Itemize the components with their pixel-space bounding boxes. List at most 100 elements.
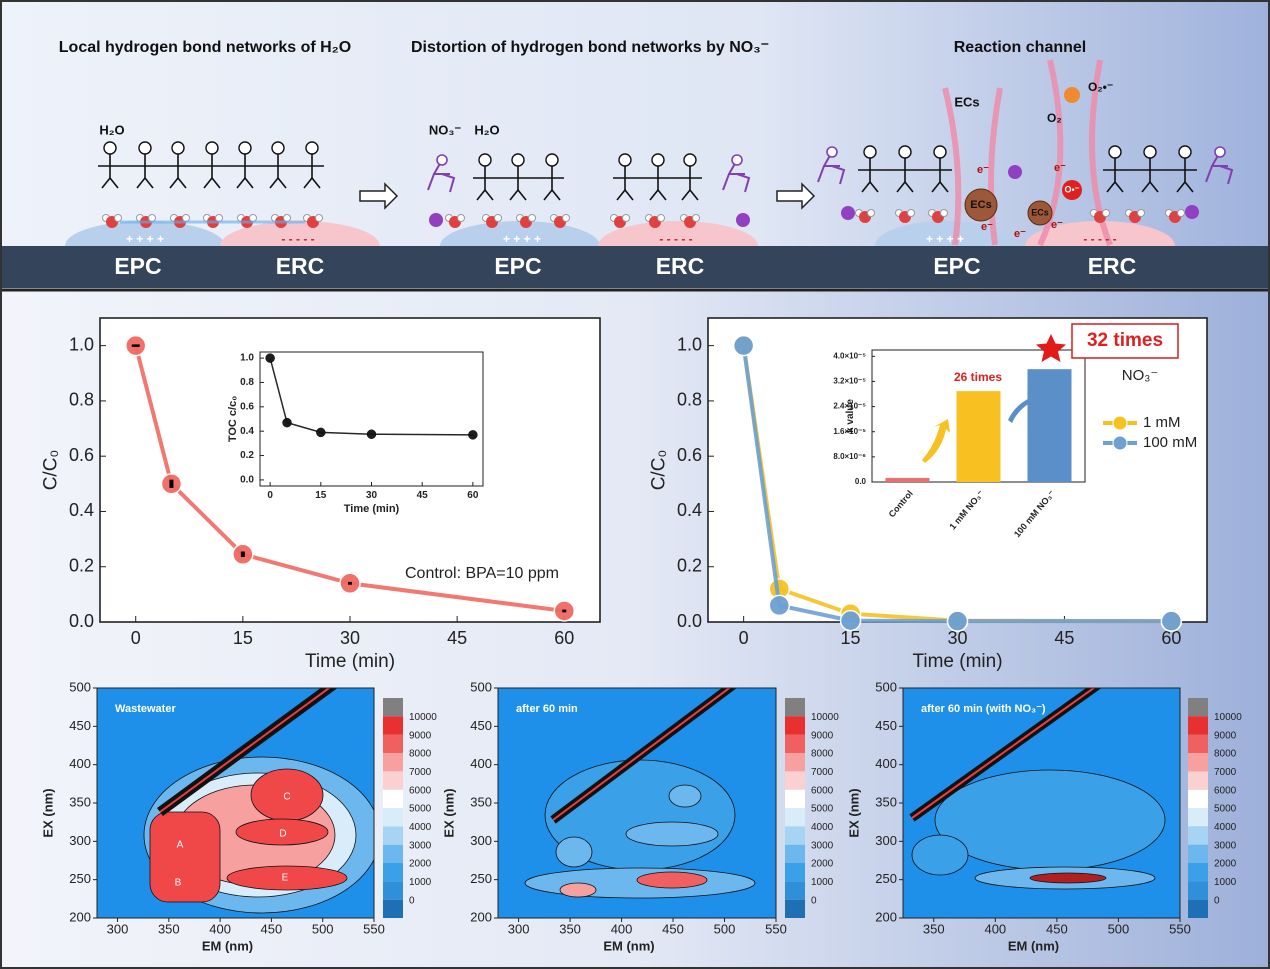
- colorbar-swatch: [383, 863, 403, 882]
- y-tick-label: 300: [470, 833, 492, 848]
- x-tick-label: 45: [1054, 628, 1074, 648]
- colorbar-label: 10000: [811, 712, 839, 723]
- atom: [511, 153, 525, 167]
- colorbar-label: 8000: [1214, 749, 1237, 760]
- eem-contour-after-nitrate: [903, 688, 1180, 918]
- bond: [624, 189, 634, 201]
- x-tick-label: 15: [841, 628, 861, 648]
- panel-title: after 60 min (with NO₃⁻): [921, 703, 1046, 715]
- x-tick-label: 30: [366, 490, 378, 501]
- charge-label: + + + +: [926, 232, 964, 246]
- bond: [869, 181, 879, 193]
- growth-arrow: [922, 419, 950, 463]
- y-tick-label: 450: [875, 718, 897, 733]
- y-tick-label: 0.2: [69, 555, 94, 575]
- legend-label: 100 mM: [1143, 434, 1197, 451]
- colorbar-swatch: [785, 716, 805, 735]
- y-tick-label: 400: [875, 756, 897, 771]
- atom: [478, 153, 492, 167]
- bond: [1149, 181, 1159, 193]
- y-tick-label: 0.2: [240, 450, 254, 461]
- water-h: [1137, 209, 1145, 217]
- water-h: [1177, 209, 1185, 217]
- bar: [885, 477, 930, 482]
- annotation: 32 times: [1087, 330, 1163, 351]
- y-tick-label: 350: [69, 794, 91, 809]
- colorbar-label: 7000: [1214, 767, 1237, 778]
- data-point: [839, 609, 862, 632]
- y-axis-label: k value: [845, 399, 856, 433]
- x-tick-label: 30: [340, 628, 360, 648]
- region-label: E: [282, 873, 289, 884]
- x-tick-label: 60: [554, 628, 574, 648]
- data-point: [732, 334, 755, 357]
- colorbar-swatch: [785, 771, 805, 790]
- y-tick-label: 0.8: [69, 390, 94, 410]
- y-tick-label: 3.2×10⁻⁵: [833, 377, 866, 386]
- x-tick-label: 0: [131, 628, 141, 648]
- oxygen-label: O₂: [1047, 111, 1062, 125]
- bond: [169, 177, 179, 189]
- colorbar-label: 2000: [409, 859, 432, 870]
- electrode-label: EPC: [933, 253, 980, 279]
- water-h: [528, 214, 536, 222]
- growth-arrow: [1008, 393, 1039, 423]
- x-tick-label: 550: [765, 921, 787, 936]
- x-tick-label: 400: [984, 921, 1006, 936]
- x-tick-label: 450: [1046, 921, 1068, 936]
- process-arrows: [359, 182, 816, 210]
- bond: [517, 189, 527, 201]
- bond: [681, 189, 691, 201]
- x-tick-label: 45: [447, 628, 467, 648]
- y-tick-label: 200: [875, 909, 897, 924]
- colorbar-label: 2000: [811, 859, 834, 870]
- x-tick-label: 0: [739, 628, 749, 648]
- y-axis-label: TOC c/c₀: [227, 396, 239, 442]
- annotation: 26 times: [954, 370, 1002, 384]
- colorbar-label: 9000: [409, 730, 432, 741]
- electrode-label: EPC: [494, 253, 541, 279]
- bond: [269, 177, 279, 189]
- colorbar-swatch: [785, 863, 805, 882]
- y-tick-label: 400: [69, 756, 91, 771]
- x-tick-label: 400: [209, 921, 231, 936]
- colorbar-swatch: [785, 881, 805, 900]
- bond: [1141, 181, 1151, 193]
- x-tick-label: 450: [261, 921, 283, 936]
- data-point: [316, 427, 326, 438]
- bond: [649, 189, 659, 201]
- bond: [311, 177, 321, 189]
- colorbar-swatch: [1188, 881, 1208, 900]
- x-tick-label: 450: [662, 921, 684, 936]
- x-tick-label: 350: [559, 921, 581, 936]
- eem-contour-wastewater: [97, 688, 374, 918]
- molecule-label: H₂O: [99, 122, 124, 137]
- x-tick-label: 45: [417, 490, 429, 501]
- bond: [136, 177, 146, 189]
- colorbar-label: 3000: [811, 840, 834, 851]
- colorbar-swatch: [785, 844, 805, 863]
- x-axis-label: EM (nm): [603, 938, 654, 953]
- radical-label: O•⁻: [1065, 184, 1080, 194]
- atom: [238, 141, 252, 155]
- region-label: D: [279, 829, 286, 840]
- y-tick-label: 450: [470, 718, 492, 733]
- ecs-particle: [964, 188, 998, 222]
- atom: [171, 141, 185, 155]
- colorbar-swatch: [1188, 771, 1208, 790]
- charge-label: + + + +: [126, 232, 164, 246]
- data-point: [1160, 610, 1183, 632]
- data-point: [282, 417, 292, 428]
- star: [1036, 334, 1066, 362]
- colorbar-swatch: [1188, 844, 1208, 863]
- colorbar-swatch: [1188, 789, 1208, 808]
- molecule-label: H₂O: [474, 122, 499, 137]
- x-tick-label: 15: [233, 628, 253, 648]
- region-label: A: [177, 840, 184, 851]
- y-tick-label: 350: [470, 794, 492, 809]
- x-tick-label: 0: [267, 490, 273, 501]
- x-tick-label: 300: [508, 921, 530, 936]
- water-h: [182, 214, 190, 222]
- legend-marker: [1112, 415, 1128, 431]
